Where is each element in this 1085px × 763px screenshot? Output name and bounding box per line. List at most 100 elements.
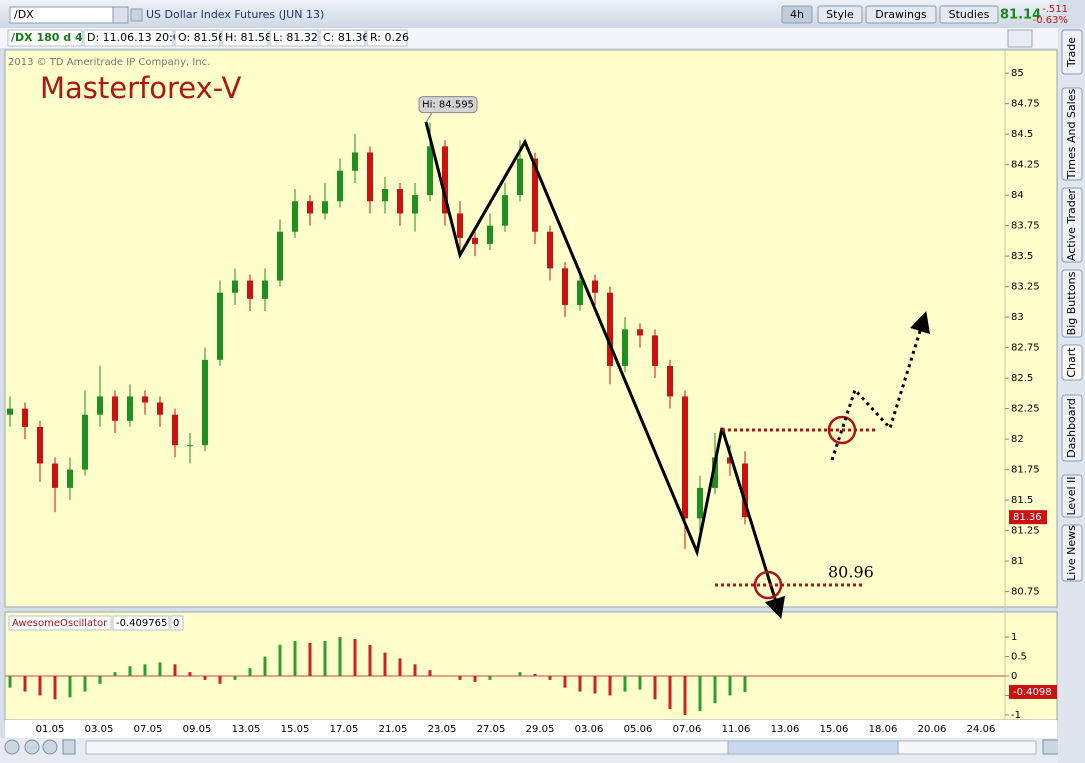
candle-body xyxy=(112,396,118,421)
symbol-description: US Dollar Index Futures (JUN 13) xyxy=(146,8,324,21)
candle-body xyxy=(562,268,568,305)
zoom-out-button[interactable] xyxy=(42,739,58,755)
x-tick-label: 21.05 xyxy=(379,724,408,735)
osc-y-tick-label: 0.5 xyxy=(1011,652,1027,663)
side-tab[interactable] xyxy=(1061,524,1083,582)
x-tick-label: 09.05 xyxy=(183,724,212,735)
y-tick-label: 82 xyxy=(1011,434,1024,445)
y-tick-label: 84 xyxy=(1011,190,1024,201)
osc-title-box xyxy=(8,615,112,631)
toolbar-button[interactable] xyxy=(865,5,937,24)
y-tick-label: 83.75 xyxy=(1011,221,1040,232)
info-cell xyxy=(83,29,174,47)
osc-param: 0 xyxy=(173,618,179,629)
y-tick-label: 83 xyxy=(1011,312,1024,323)
candle-body xyxy=(622,329,628,366)
candle-body xyxy=(22,408,28,427)
pan-button[interactable] xyxy=(4,739,20,755)
side-tab[interactable] xyxy=(1061,474,1083,518)
zigzag-drawing[interactable] xyxy=(424,121,786,620)
y-tick-label: 84.5 xyxy=(1011,129,1033,140)
side-tab[interactable] xyxy=(1061,187,1083,263)
side-tab[interactable] xyxy=(1061,344,1083,381)
candle-body xyxy=(292,201,298,232)
osc-y-tick-label: 0 xyxy=(1011,671,1017,682)
y-tick-label: 83.25 xyxy=(1011,282,1040,293)
y-tick-label: 81.5 xyxy=(1011,495,1033,506)
info-text: O: 81.56 xyxy=(178,31,225,44)
panel-icon[interactable] xyxy=(1007,29,1033,48)
symbol-dropdown[interactable] xyxy=(112,6,129,24)
x-tick-label: 27.05 xyxy=(477,724,506,735)
candle-body xyxy=(187,445,193,447)
info-cell xyxy=(319,29,366,47)
candle-body xyxy=(397,189,403,214)
x-tick-label: 23.05 xyxy=(428,724,457,735)
target-circle[interactable] xyxy=(753,570,783,600)
x-tick-label: 29.05 xyxy=(526,724,555,735)
y-tick-label: 81 xyxy=(1011,556,1024,567)
x-tick-label: 07.06 xyxy=(673,724,702,735)
toolbar-button[interactable] xyxy=(817,5,863,24)
candle-body xyxy=(607,292,613,366)
price-panel xyxy=(4,49,1058,608)
candle-body xyxy=(52,463,58,488)
toolbar-button-label: 4h xyxy=(790,8,804,21)
toolbar-button-label: Drawings xyxy=(875,8,927,21)
x-tick-label: 17.05 xyxy=(330,724,359,735)
candle-body xyxy=(742,463,748,518)
candle-body xyxy=(712,457,718,488)
candle-body xyxy=(532,158,538,232)
candle-body xyxy=(37,426,43,464)
y-tick-label: 85 xyxy=(1011,68,1024,79)
scrollbar-thumb[interactable] xyxy=(727,740,899,755)
candle-body xyxy=(277,231,283,281)
candle-body xyxy=(367,152,373,202)
info-cell xyxy=(174,29,221,47)
x-tick-label: 01.05 xyxy=(36,724,65,735)
cursor-button[interactable] xyxy=(62,739,76,755)
x-tick-label: 03.05 xyxy=(85,724,114,735)
candle-body xyxy=(247,280,253,299)
osc-param-box xyxy=(170,615,184,631)
candle-body xyxy=(637,329,643,336)
toolbar-button[interactable] xyxy=(781,5,813,24)
toolbar-button[interactable] xyxy=(939,5,999,24)
osc-y-tick-label: 1 xyxy=(1011,632,1017,643)
info-text: L: 81.32 xyxy=(273,31,318,44)
side-tab[interactable] xyxy=(1061,87,1083,181)
x-tick-label: 03.06 xyxy=(575,724,604,735)
x-tick-label: 18.06 xyxy=(869,724,898,735)
symbol-icon[interactable] xyxy=(130,8,143,22)
level-circle[interactable] xyxy=(827,415,857,445)
info-cell xyxy=(221,29,269,47)
y-tick-label: 82.25 xyxy=(1011,404,1040,415)
side-tab[interactable] xyxy=(1061,394,1083,462)
watermark-title: Masterforex-V xyxy=(40,71,242,105)
y-tick-label: 81.75 xyxy=(1011,465,1040,476)
candle-body xyxy=(337,170,343,202)
side-tab[interactable] xyxy=(1061,29,1083,75)
side-tab[interactable] xyxy=(1061,269,1083,338)
osc-value-box xyxy=(112,615,170,631)
candle-body xyxy=(7,408,13,415)
x-tick-label: 15.06 xyxy=(820,724,849,735)
candle-body xyxy=(172,414,178,446)
side-tab-label: Dashboard xyxy=(1065,398,1078,458)
projection-drawing[interactable] xyxy=(830,310,931,461)
last-price-badge xyxy=(1009,510,1047,525)
candle-body xyxy=(262,280,268,299)
toolbar-button-label: Style xyxy=(826,8,854,21)
info-cell xyxy=(366,29,408,47)
candle-body xyxy=(352,152,358,171)
y-tick-label: 80.75 xyxy=(1011,587,1040,598)
candle-body xyxy=(127,396,133,421)
net-change: -.511 xyxy=(1042,4,1068,15)
osc-badge-label: -0.4098 xyxy=(1013,687,1052,698)
y-tick-label: 83.5 xyxy=(1011,251,1033,262)
candle-body xyxy=(652,335,658,366)
zoom-in-button[interactable] xyxy=(24,739,40,755)
candle-body xyxy=(82,414,88,470)
candle-body xyxy=(547,231,553,269)
